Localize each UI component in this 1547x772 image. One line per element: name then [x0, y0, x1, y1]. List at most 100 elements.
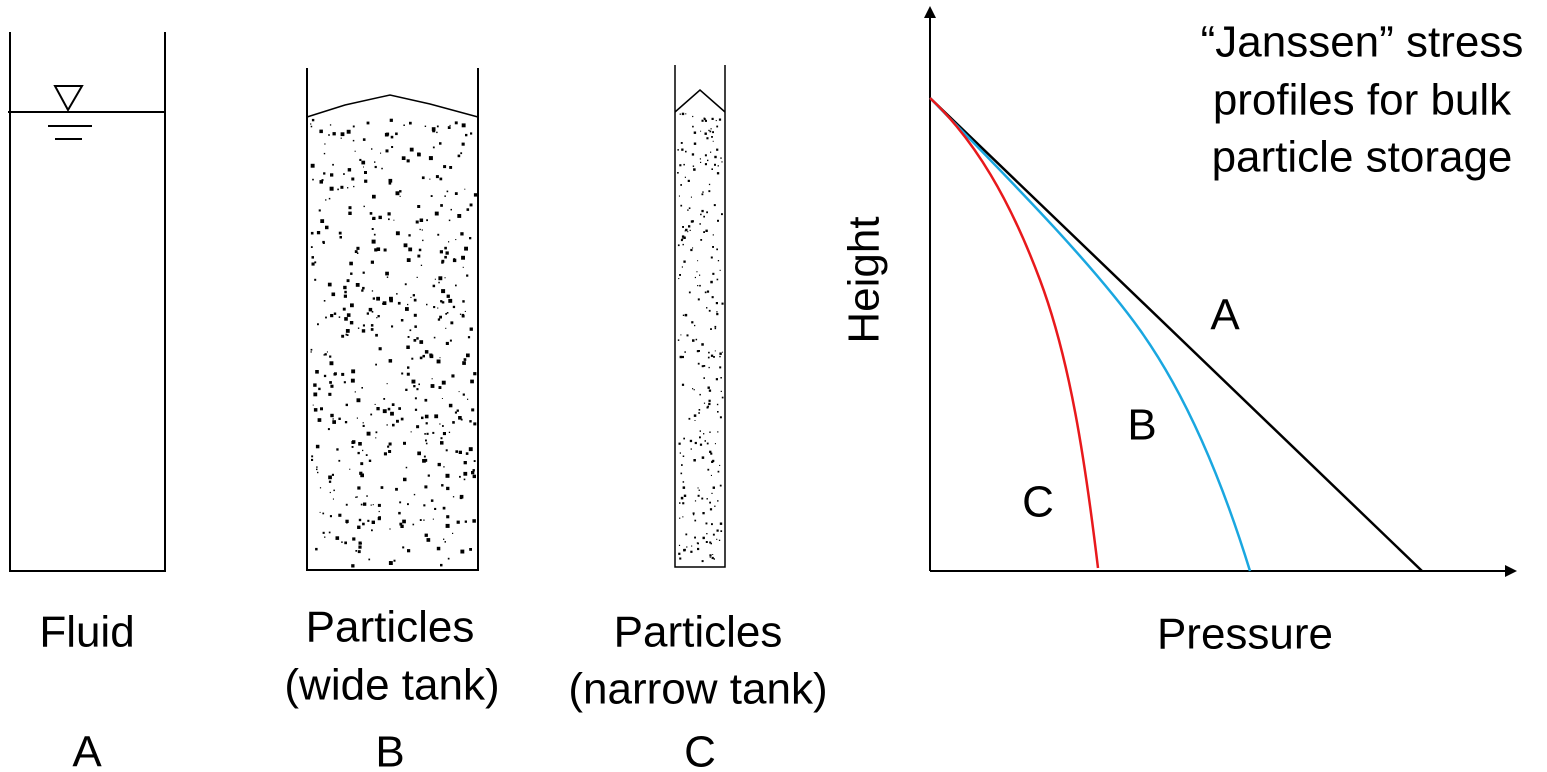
particle: [373, 233, 376, 236]
x-axis-label: Pressure: [1157, 610, 1333, 659]
particle: [443, 165, 447, 169]
particle: [336, 448, 339, 451]
particle: [391, 403, 395, 406]
particle: [714, 350, 716, 352]
particle: [340, 185, 344, 189]
particle: [459, 313, 462, 315]
particle: [443, 538, 445, 540]
particle: [363, 205, 365, 208]
particle: [709, 541, 712, 544]
particle: [434, 507, 437, 510]
particle: [414, 325, 417, 328]
particle: [703, 231, 705, 233]
particle: [419, 218, 424, 222]
particle: [403, 124, 405, 126]
particle: [687, 231, 689, 233]
particle: [367, 519, 370, 522]
particle: [387, 212, 391, 216]
particle: [464, 520, 467, 523]
particle: [461, 255, 465, 260]
particle: [330, 384, 334, 388]
particle: [710, 151, 712, 153]
particle: [704, 154, 707, 157]
particle: [458, 450, 462, 454]
particle: [426, 432, 429, 435]
particle: [362, 324, 365, 327]
particle: [432, 518, 434, 520]
particle: [382, 301, 387, 305]
particle: [407, 366, 410, 369]
particle: [459, 496, 463, 500]
particle: [677, 149, 679, 151]
particle: [370, 324, 374, 327]
particle: [420, 264, 423, 266]
particle: [375, 363, 377, 366]
particle: [461, 142, 465, 146]
particle: [314, 278, 317, 281]
particle: [317, 323, 319, 326]
particle: [708, 399, 711, 402]
particle: [679, 557, 682, 560]
particle: [716, 313, 719, 316]
particle: [708, 183, 711, 186]
particle: [329, 515, 332, 518]
particle: [413, 313, 417, 317]
particle: [346, 521, 348, 524]
particle: [427, 474, 430, 477]
particle: [460, 152, 463, 155]
particle: [681, 496, 683, 499]
particle: [329, 124, 332, 126]
particle: [720, 377, 722, 379]
particle: [328, 134, 330, 136]
particle: [683, 260, 686, 263]
particle: [441, 484, 444, 487]
particle: [717, 165, 719, 167]
particle: [712, 272, 715, 275]
particle: [719, 366, 722, 369]
particle: [710, 354, 714, 357]
particle: [446, 294, 450, 298]
particle: [320, 407, 323, 411]
particle: [691, 321, 694, 324]
particle: [444, 195, 446, 197]
particle: [702, 536, 705, 540]
particle: [679, 355, 682, 359]
particle: [692, 388, 694, 390]
particle: [386, 383, 388, 385]
particle: [364, 171, 367, 174]
particle: [330, 314, 334, 318]
particle: [390, 135, 394, 139]
particle: [718, 539, 721, 541]
particle: [399, 195, 401, 197]
particle: [454, 411, 457, 414]
fluid-tank: [8, 32, 166, 572]
particle: [443, 466, 445, 468]
particle: [414, 397, 417, 400]
particle: [362, 271, 365, 274]
particle: [343, 381, 346, 384]
particle: [340, 132, 345, 137]
particle: [444, 541, 446, 543]
particle: [414, 408, 418, 411]
particle: [310, 123, 312, 125]
particle: [701, 560, 704, 563]
particle: [448, 403, 453, 408]
particle: [448, 219, 451, 222]
particle: [697, 298, 700, 301]
particle: [472, 474, 476, 479]
particle: [720, 157, 722, 159]
particle: [409, 329, 412, 332]
particle: [352, 537, 356, 541]
particle: [701, 365, 704, 368]
particle: [426, 538, 431, 542]
particle: [442, 432, 446, 436]
particle: [432, 146, 435, 149]
particle: [680, 204, 683, 207]
particle: [387, 445, 390, 448]
particle: [412, 523, 415, 526]
particle: [389, 528, 391, 530]
particle: [699, 443, 703, 446]
particle: [345, 403, 348, 407]
particle: [677, 244, 680, 247]
particle: [704, 119, 707, 122]
